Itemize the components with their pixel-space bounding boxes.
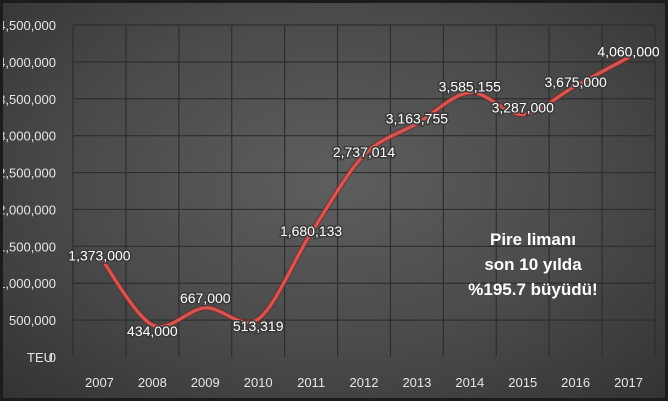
- y-tick-label: 500,000: [9, 313, 56, 328]
- annotation-line-2: son 10 yılda: [484, 255, 582, 274]
- data-label: 1,680,133: [280, 223, 342, 239]
- x-tick-label: 2010: [244, 375, 273, 390]
- x-tick-label: 2008: [138, 375, 167, 390]
- data-label: 3,675,000: [544, 74, 606, 90]
- data-label: 4,060,000: [597, 43, 659, 59]
- data-point: [97, 254, 101, 258]
- x-tick-label: 2014: [455, 375, 484, 390]
- data-point: [521, 112, 525, 116]
- data-point: [415, 122, 419, 126]
- x-axis-ticks: 2007 2008 2009 2010 2011 2012 2013 2014 2015 2016…: [85, 375, 643, 390]
- data-point: [362, 153, 366, 157]
- x-tick-label: 2016: [561, 375, 590, 390]
- data-label: 1,373,000: [68, 248, 130, 264]
- data-point: [574, 84, 578, 88]
- annotation: Pire limanı son 10 yılda %195.7 büyüdü!: [468, 230, 597, 299]
- y-tick-label: 4,000,000: [3, 55, 56, 70]
- series-line-path: [97, 55, 631, 329]
- line-chart: 0 500,000 1,000,000 1,500,000 2,000,000 2,500…: [3, 18, 662, 390]
- x-tick-label: 2007: [85, 375, 114, 390]
- annotation-line-1: Pire limanı: [490, 230, 576, 249]
- data-label: 2,737,014: [333, 144, 395, 160]
- data-label: 667,000: [180, 290, 231, 306]
- data-label: 513,319: [233, 318, 284, 334]
- x-tick-label: 2011: [297, 375, 325, 390]
- y-tick-label: 2,000,000: [3, 202, 56, 217]
- series-line: [96, 54, 632, 330]
- data-point: [256, 317, 260, 321]
- x-tick-label: 2017: [614, 375, 643, 390]
- data-label: 434,000: [127, 323, 178, 339]
- x-tick-label: 2015: [508, 375, 537, 390]
- y-tick-label: 1,500,000: [3, 239, 56, 254]
- y-tick-label: 4,500,000: [3, 18, 56, 33]
- data-label: 3,287,000: [492, 99, 554, 115]
- data-label: 3,585,155: [439, 78, 501, 94]
- y-tick-label: 3,500,000: [3, 92, 56, 107]
- data-point: [627, 55, 631, 59]
- y-tick-label: 2,500,000: [3, 166, 56, 181]
- gridlines: [72, 24, 656, 357]
- y-tick-label: 3,000,000: [3, 129, 56, 144]
- y-tick-label: 1,000,000: [3, 276, 56, 291]
- x-tick-label: 2013: [402, 375, 431, 390]
- data-point: [150, 323, 154, 327]
- y-axis-ticks: 0 500,000 1,000,000 1,500,000 2,000,000 2,500…: [3, 18, 56, 365]
- unit-label: TEU: [27, 350, 53, 365]
- x-tick-label: 2009: [191, 375, 220, 390]
- data-point: [468, 90, 472, 94]
- annotation-line-3: %195.7 büyüdü!: [468, 280, 597, 299]
- x-tick-label: 2012: [350, 375, 379, 390]
- y-tick-label: 0: [49, 350, 56, 365]
- data-label: 3,163,755: [386, 111, 448, 127]
- data-point: [309, 231, 313, 235]
- data-point: [203, 306, 207, 310]
